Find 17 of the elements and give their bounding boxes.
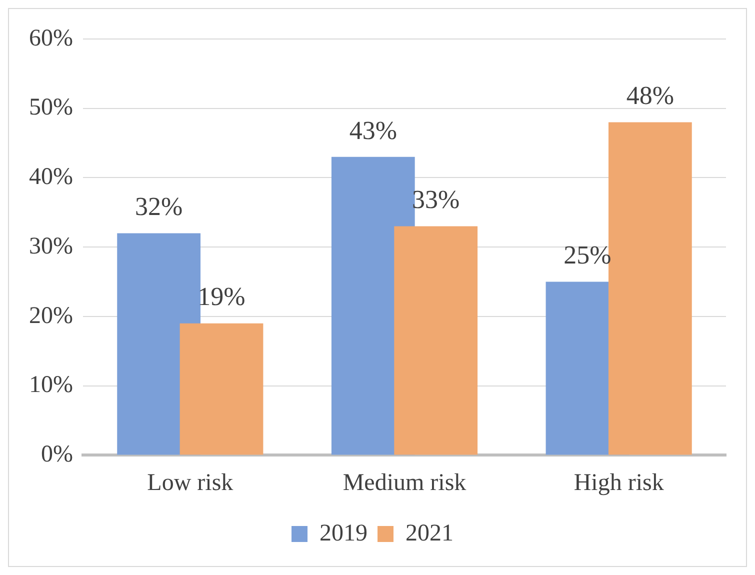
x-tick-label: Low risk	[147, 470, 234, 496]
y-tick-label: 30%	[28, 233, 73, 260]
y-tick-label: 50%	[28, 94, 73, 121]
text: 48%	[626, 81, 674, 110]
text: 32%	[134, 192, 183, 222]
legend-label: 2019	[320, 520, 368, 546]
y-tick-label: 40%	[28, 164, 73, 190]
y-tick-label: 60%	[28, 25, 73, 52]
y-tick-label: 10%	[28, 372, 73, 398]
bar	[394, 226, 478, 455]
y-tick-label: 20%	[28, 302, 73, 329]
legend-label: 2021	[406, 520, 454, 546]
text: 43%	[349, 116, 397, 145]
bar	[180, 323, 264, 455]
y-tick-label: 0%	[40, 441, 73, 468]
x-tick-label: High risk	[574, 470, 664, 496]
x-tick-label: Medium risk	[342, 470, 466, 496]
